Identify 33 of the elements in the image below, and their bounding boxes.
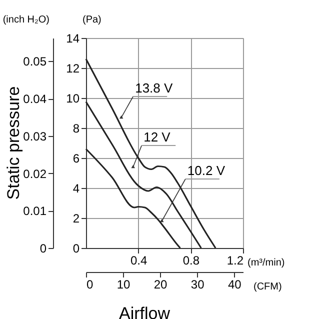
y2-tick-label: 0.04: [23, 92, 47, 106]
x-tick-label: 0.4: [130, 254, 148, 268]
y-tick-label: 14: [66, 32, 80, 46]
line-series: [85, 58, 216, 249]
x2-tick-label: 10: [116, 278, 131, 292]
y2-tick-label: 0.01: [23, 204, 47, 218]
x2-tick-label: 0: [86, 278, 94, 292]
y2-axis-title: (inch H₂O): [2, 14, 50, 26]
x2-tick-label: 30: [190, 278, 205, 292]
x2-tick-label: 40: [228, 278, 242, 292]
y2-tick-label: 0: [40, 242, 47, 256]
x-tick-label: 0.8: [182, 254, 200, 268]
y-tick-label: 2: [72, 212, 80, 226]
annotation: 10.2 V: [187, 163, 226, 178]
line-series: [85, 148, 181, 249]
y-axis-title: (Pa): [82, 14, 102, 26]
text: Static pressure: [4, 86, 23, 200]
y2-tick-label: 0.05: [23, 54, 47, 69]
y-tick-label: 4: [72, 182, 80, 196]
y-tick-label: 0: [72, 242, 80, 256]
x-tick-label: 1.2: [226, 254, 244, 268]
x2-axis-title: (CFM): [254, 282, 282, 292]
y-tick-label: 12: [66, 62, 80, 76]
y-tick-label: 8: [72, 122, 80, 136]
x-axis-title: (m³/min): [248, 258, 285, 268]
x2-tick-label: 20: [154, 278, 168, 292]
y2-tick-label: 0.03: [23, 129, 47, 144]
annotation: 13.8 V: [135, 80, 174, 96]
y-tick-label: 10: [66, 92, 80, 106]
text: Airflow: [118, 304, 171, 319]
y2-tick-label: 0.02: [23, 166, 47, 181]
annotation: 12 V: [144, 130, 171, 145]
y-tick-label: 6: [72, 152, 80, 166]
